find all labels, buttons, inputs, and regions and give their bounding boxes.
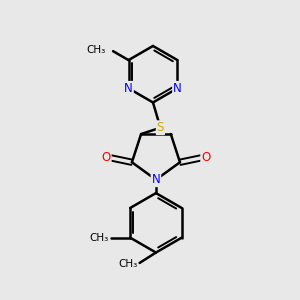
Text: O: O: [201, 151, 211, 164]
Text: N: N: [124, 82, 133, 95]
Text: CH₃: CH₃: [89, 233, 109, 243]
Text: S: S: [157, 121, 164, 134]
Text: CH₃: CH₃: [118, 260, 137, 269]
Text: N: N: [173, 82, 182, 95]
Text: CH₃: CH₃: [86, 45, 106, 55]
Text: O: O: [101, 151, 111, 164]
Text: N: N: [152, 173, 160, 186]
